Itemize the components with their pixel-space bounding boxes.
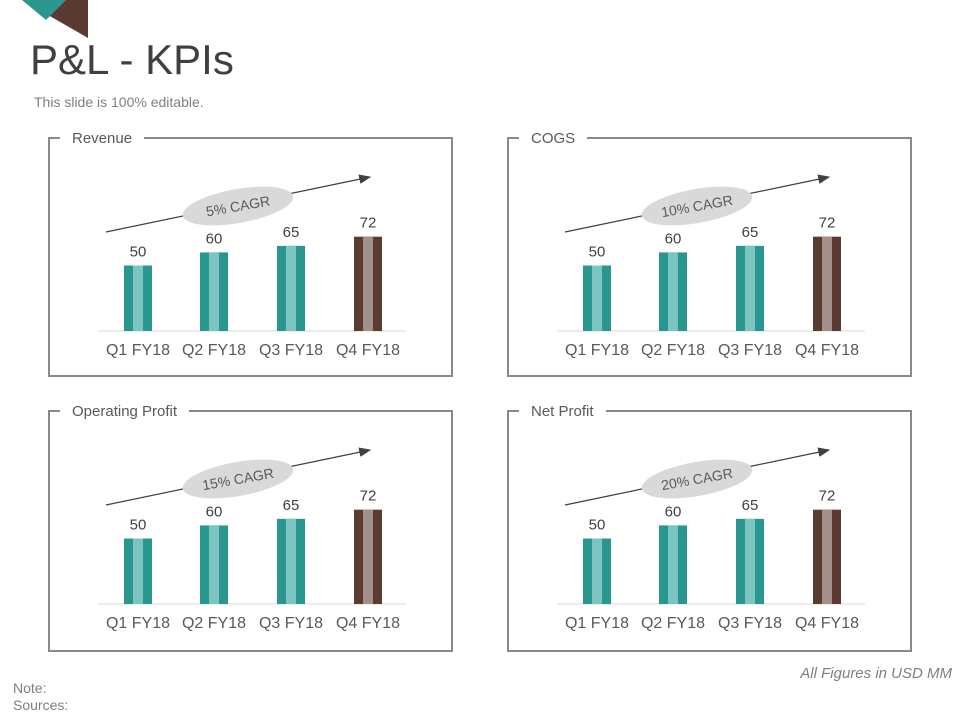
x-tick-label: Q2 FY18 — [641, 615, 705, 632]
x-tick-label: Q1 FY18 — [106, 342, 170, 359]
value-label: 72 — [360, 488, 377, 505]
value-label: 65 — [283, 224, 300, 241]
bar-highlight — [363, 509, 373, 604]
revenue-panel-title: Revenue — [60, 130, 145, 147]
value-label: 65 — [742, 497, 759, 514]
cagr-badge: 20% CAGR — [641, 459, 753, 499]
page-title: P&L - KPIs — [30, 36, 234, 83]
value-label: 72 — [360, 215, 377, 232]
corner-decoration — [22, 0, 88, 38]
value-label: 60 — [206, 503, 223, 520]
value-label: 60 — [665, 230, 682, 247]
bar-highlight — [286, 518, 296, 604]
value-label: 65 — [283, 497, 300, 514]
revenue-panel: Revenue 5% CAGR 50 Q1 FY18 60 Q2 FY18 65 Q3 FY… — [48, 130, 453, 377]
value-label: 50 — [589, 244, 606, 261]
cagr-ellipse — [182, 186, 294, 226]
value-label: 50 — [130, 244, 147, 261]
bar-highlight — [133, 538, 143, 604]
net-profit-chart: 20% CAGR 50 Q1 FY18 60 Q2 FY18 65 Q3 FY18 72 Q4 … — [557, 447, 865, 632]
units-note: All Figures in USD MM — [800, 665, 952, 682]
cagr-badge: 15% CAGR — [182, 459, 294, 499]
x-tick-label: Q1 FY18 — [565, 342, 629, 359]
x-tick-label: Q3 FY18 — [718, 615, 782, 632]
value-label: 50 — [130, 517, 147, 534]
x-tick-label: Q4 FY18 — [795, 615, 859, 632]
x-tick-label: Q3 FY18 — [718, 342, 782, 359]
bar-highlight — [592, 265, 602, 331]
bar-highlight — [286, 245, 296, 331]
bar-highlight — [822, 236, 832, 331]
operating-profit-panel: Operating Profit 15% CAGR 50 Q1 FY18 60 Q2 F… — [48, 403, 453, 652]
net-profit-panel-title: Net Profit — [519, 403, 606, 420]
bar-highlight — [592, 538, 602, 604]
bar-highlight — [363, 236, 373, 331]
x-tick-label: Q2 FY18 — [182, 615, 246, 632]
operating-profit-chart: 15% CAGR 50 Q1 FY18 60 Q2 FY18 65 Q3 FY18 72 Q4 … — [98, 447, 406, 632]
x-tick-label: Q4 FY18 — [795, 342, 859, 359]
x-tick-label: Q3 FY18 — [259, 615, 323, 632]
operating-profit-panel-title: Operating Profit — [60, 403, 190, 420]
x-tick-label: Q2 FY18 — [641, 342, 705, 359]
sources-label: Sources: — [13, 697, 69, 713]
cagr-badge: 5% CAGR — [182, 186, 294, 226]
bar-highlight — [209, 252, 219, 331]
cagr-ellipse — [182, 459, 294, 499]
value-label: 50 — [589, 517, 606, 534]
footer-notes: Note: Sources: — [13, 680, 68, 714]
x-tick-label: Q3 FY18 — [259, 342, 323, 359]
cagr-ellipse — [641, 459, 753, 499]
x-tick-label: Q4 FY18 — [336, 342, 400, 359]
corner-teal-shape — [22, 0, 66, 20]
bar-highlight — [668, 525, 678, 604]
value-label: 65 — [742, 224, 759, 241]
cogs-panel-title: COGS — [519, 130, 588, 147]
value-label: 72 — [819, 488, 836, 505]
value-label: 60 — [206, 230, 223, 247]
cagr-ellipse — [641, 186, 753, 226]
cagr-badge: 10% CAGR — [641, 186, 753, 226]
bar-highlight — [745, 518, 755, 604]
bar-highlight — [133, 265, 143, 331]
page-subtitle: This slide is 100% editable. — [34, 94, 204, 110]
bar-highlight — [745, 245, 755, 331]
x-tick-label: Q1 FY18 — [106, 615, 170, 632]
bar-highlight — [822, 509, 832, 604]
cogs-panel: COGS 10% CAGR 50 Q1 FY18 60 Q2 FY18 65 Q3 FY18… — [507, 130, 912, 377]
x-tick-label: Q1 FY18 — [565, 615, 629, 632]
cogs-chart: 10% CAGR 50 Q1 FY18 60 Q2 FY18 65 Q3 FY18 72 Q4 … — [557, 174, 865, 359]
value-label: 60 — [665, 503, 682, 520]
x-tick-label: Q4 FY18 — [336, 615, 400, 632]
x-tick-label: Q2 FY18 — [182, 342, 246, 359]
note-label: Note: — [13, 680, 47, 696]
revenue-chart: 5% CAGR 50 Q1 FY18 60 Q2 FY18 65 Q3 FY18 72 Q4 F… — [98, 174, 406, 359]
net-profit-panel: Net Profit 20% CAGR 50 Q1 FY18 60 Q2 FY18 65 Q… — [507, 403, 912, 652]
value-label: 72 — [819, 215, 836, 232]
bar-highlight — [209, 525, 219, 604]
bar-highlight — [668, 252, 678, 331]
